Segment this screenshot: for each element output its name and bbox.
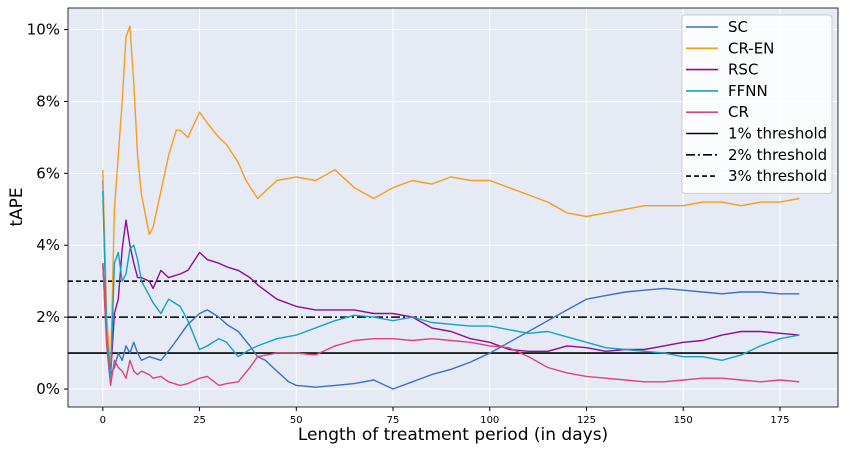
series-line bbox=[102, 219, 800, 376]
legend: SC CR-EN RSC FFNN CR 1% threshold 2% threshold… bbox=[681, 14, 833, 194]
legend-label: RSC bbox=[728, 61, 758, 79]
x-tick-label: 75 bbox=[387, 415, 400, 426]
legend-label: 1% threshold bbox=[728, 125, 827, 143]
y-ticks: 0% 2% 4% 6% 8% 10% bbox=[27, 21, 68, 398]
x-tick-label: 50 bbox=[290, 415, 303, 426]
y-tick-label: 0% bbox=[36, 380, 60, 398]
legend-label: 2% threshold bbox=[728, 146, 827, 164]
series-line bbox=[102, 25, 800, 372]
legend-label: FFNN bbox=[728, 82, 768, 100]
x-tick-label: 150 bbox=[674, 415, 693, 426]
legend-label: CR bbox=[728, 103, 749, 121]
series-line bbox=[102, 263, 800, 387]
series-line bbox=[102, 191, 800, 379]
series-line bbox=[102, 180, 800, 390]
y-tick-label: 8% bbox=[36, 92, 60, 110]
y-axis-label: tAPE bbox=[7, 187, 27, 226]
legend-label: SC bbox=[728, 18, 748, 36]
legend-label: CR-EN bbox=[728, 39, 774, 57]
series-lines bbox=[102, 25, 800, 390]
y-tick-label: 6% bbox=[36, 164, 60, 182]
threshold-lines bbox=[68, 280, 838, 354]
x-tick-label: 25 bbox=[193, 415, 206, 426]
x-ticks: 0 25 50 75 100 125 150 175 bbox=[100, 407, 790, 426]
y-tick-label: 10% bbox=[27, 21, 60, 39]
legend-box bbox=[681, 14, 833, 194]
legend-label: 3% threshold bbox=[728, 167, 827, 185]
x-tick-label: 0 bbox=[100, 415, 106, 426]
plot-frame bbox=[67, 7, 839, 408]
y-tick-label: 4% bbox=[36, 236, 60, 254]
x-tick-label: 100 bbox=[480, 415, 499, 426]
x-axis-label: Length of treatment period (in days) bbox=[298, 425, 608, 445]
x-tick-label: 175 bbox=[770, 415, 789, 426]
x-tick-label: 125 bbox=[577, 415, 596, 426]
y-tick-label: 2% bbox=[36, 308, 60, 326]
